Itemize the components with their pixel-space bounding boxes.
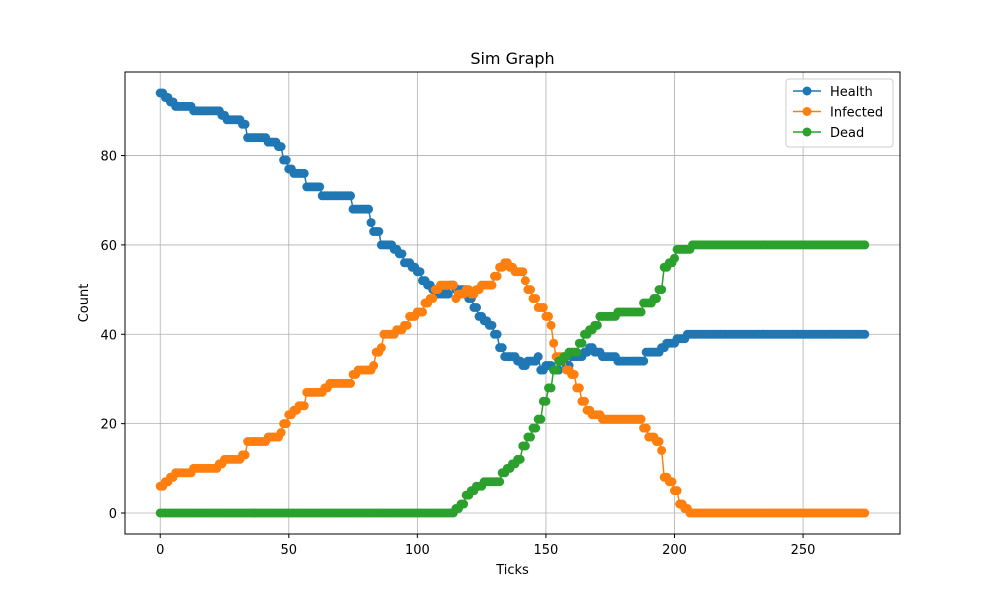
data-point — [397, 249, 407, 259]
chart-title: Sim Graph — [470, 49, 554, 68]
legend-marker — [802, 86, 812, 96]
data-point — [657, 285, 667, 295]
data-point — [574, 383, 584, 393]
series-layer — [155, 88, 870, 518]
data-point — [569, 369, 579, 379]
data-point — [551, 365, 561, 375]
data-point — [492, 329, 502, 339]
data-point — [415, 267, 425, 277]
data-point — [577, 338, 587, 348]
data-point — [654, 437, 664, 447]
legend-label: Infected — [830, 106, 883, 121]
data-point — [487, 320, 497, 330]
data-point — [536, 414, 546, 424]
data-point — [531, 423, 541, 433]
y-tick-label: 80 — [100, 150, 117, 165]
data-point — [526, 285, 535, 295]
data-point — [374, 227, 384, 237]
data-point — [448, 280, 458, 290]
legend-marker — [802, 107, 812, 116]
data-point — [657, 445, 667, 455]
data-point — [443, 289, 453, 299]
data-point — [860, 329, 870, 339]
data-point — [526, 432, 535, 442]
data-point — [428, 294, 438, 304]
data-point — [860, 508, 870, 518]
legend-label: Dead — [830, 126, 864, 141]
data-point — [472, 302, 481, 312]
data-point — [364, 204, 374, 214]
series-dead — [155, 240, 870, 518]
data-point — [544, 311, 553, 321]
data-point — [459, 499, 469, 509]
y-tick-label: 0 — [109, 507, 117, 522]
data-point — [497, 343, 507, 353]
data-point — [520, 276, 530, 286]
plot-frame — [124, 71, 901, 535]
data-point — [641, 423, 651, 433]
x-tick-label: 150 — [534, 543, 559, 558]
x-tick-label: 0 — [156, 543, 164, 558]
data-point — [299, 401, 309, 411]
legend: Health Infected Dead — [785, 78, 894, 148]
data-point — [531, 294, 541, 304]
data-point — [672, 486, 682, 496]
y-tick-label: 20 — [100, 418, 117, 433]
data-point — [369, 361, 379, 371]
data-point — [572, 347, 582, 357]
y-axis-label: Count — [77, 284, 92, 323]
data-point — [538, 302, 548, 312]
ticks: 0 50 100 150 200 250 0 20 40 60 80 — [100, 150, 815, 558]
legend-label: Health — [830, 85, 873, 100]
data-point — [276, 428, 286, 438]
data-point — [276, 142, 286, 152]
series-infected — [155, 258, 870, 518]
data-point — [592, 320, 602, 330]
data-point — [541, 396, 551, 406]
data-point — [418, 307, 427, 317]
data-point — [281, 419, 291, 429]
x-tick-label: 200 — [662, 543, 687, 558]
data-point — [402, 320, 412, 330]
data-point — [549, 338, 559, 348]
data-point — [518, 267, 528, 277]
data-point — [667, 477, 677, 487]
data-point — [546, 383, 556, 393]
data-point — [533, 352, 543, 362]
x-tick-label: 50 — [281, 543, 298, 558]
legend-marker — [802, 127, 812, 137]
data-point — [240, 450, 250, 460]
data-point — [299, 168, 309, 178]
data-point — [240, 119, 250, 129]
legend-box — [785, 78, 894, 148]
data-point — [492, 271, 502, 281]
data-point — [515, 454, 525, 464]
data-point — [520, 441, 530, 451]
data-point — [860, 240, 870, 250]
data-point — [366, 218, 376, 228]
data-point — [639, 356, 649, 366]
y-tick-label: 60 — [100, 239, 117, 254]
data-point — [636, 307, 646, 317]
data-point — [580, 396, 589, 406]
x-axis-label: Ticks — [495, 563, 529, 578]
data-point — [346, 378, 356, 388]
data-point — [346, 191, 356, 201]
data-point — [546, 320, 556, 330]
y-tick-label: 40 — [100, 328, 117, 343]
x-tick-label: 250 — [791, 543, 816, 558]
data-point — [651, 294, 661, 304]
data-point — [315, 182, 325, 192]
data-point — [487, 280, 497, 290]
data-point — [495, 477, 505, 487]
data-point — [669, 253, 679, 263]
x-tick-label: 100 — [405, 543, 430, 558]
data-point — [636, 414, 646, 424]
data-point — [376, 343, 386, 353]
data-point — [281, 155, 291, 165]
